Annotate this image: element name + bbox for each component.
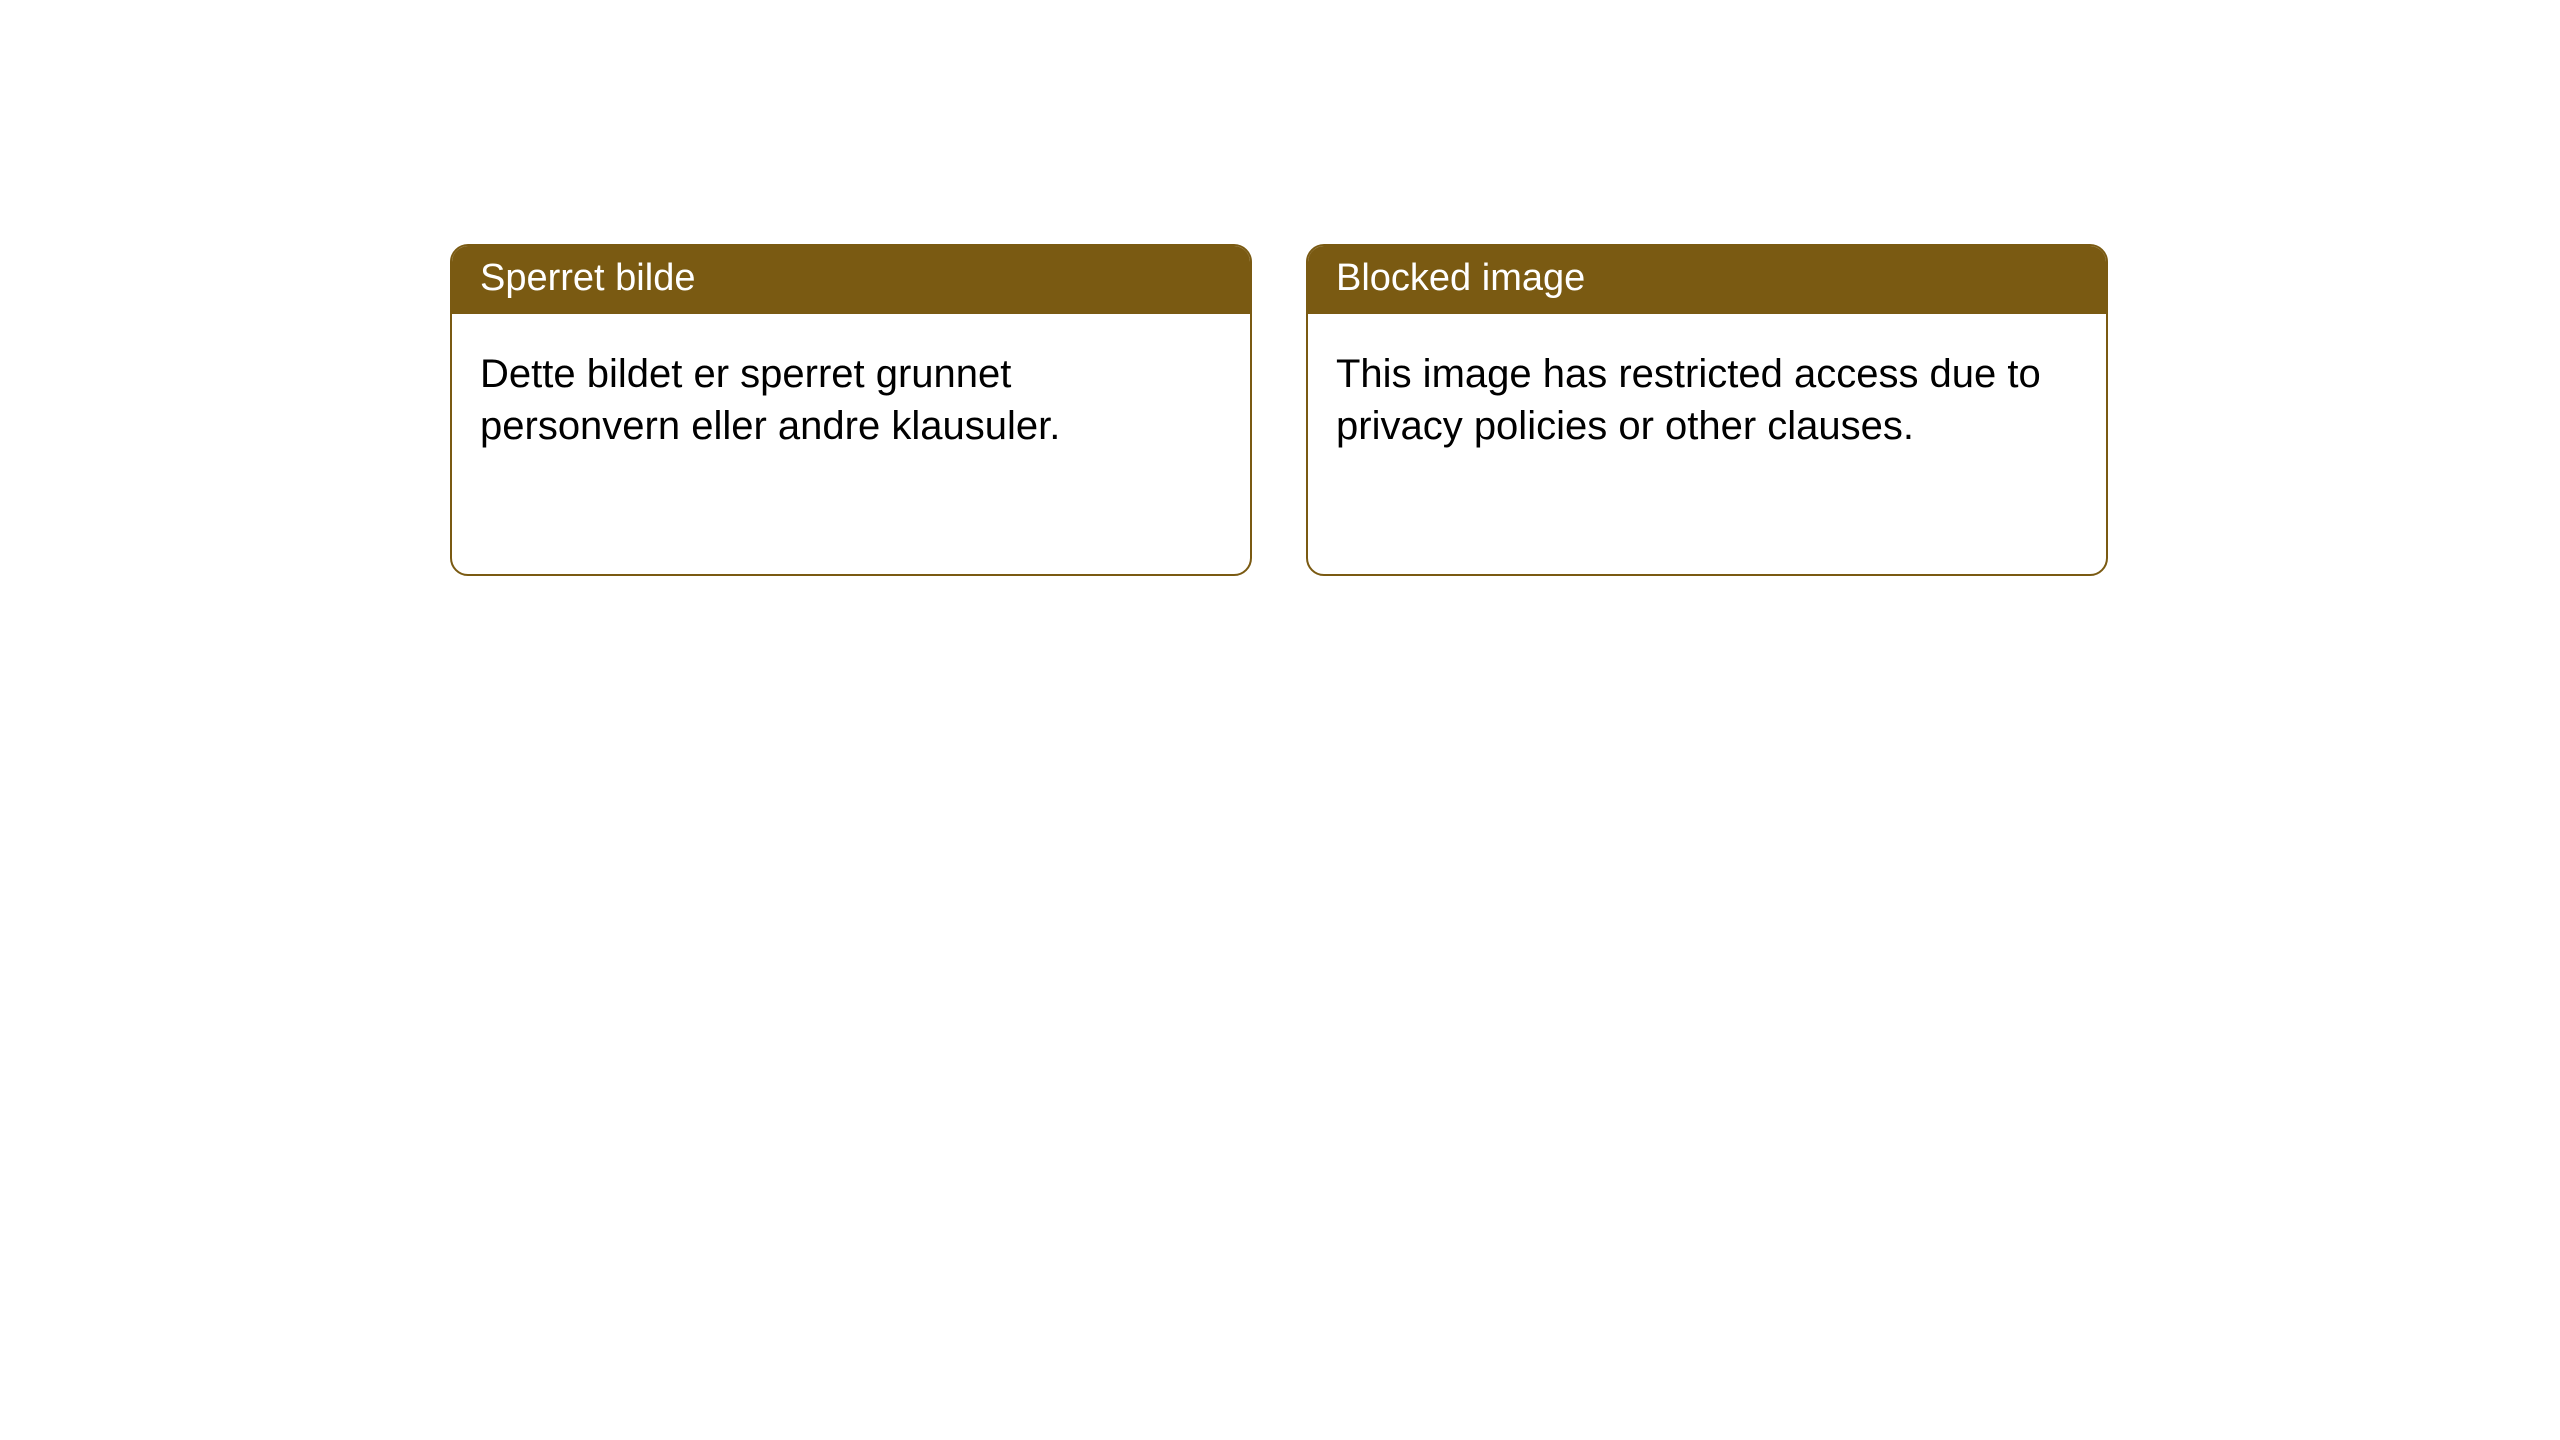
notice-card-no: Sperret bilde Dette bildet er sperret gr… [450,244,1252,576]
notice-card-en: Blocked image This image has restricted … [1306,244,2108,576]
notice-card-body: Dette bildet er sperret grunnet personve… [452,314,1250,486]
notice-card-body: This image has restricted access due to … [1308,314,2106,486]
notice-card-title: Sperret bilde [452,246,1250,314]
notice-container: Sperret bilde Dette bildet er sperret gr… [450,244,2108,576]
notice-card-title: Blocked image [1308,246,2106,314]
